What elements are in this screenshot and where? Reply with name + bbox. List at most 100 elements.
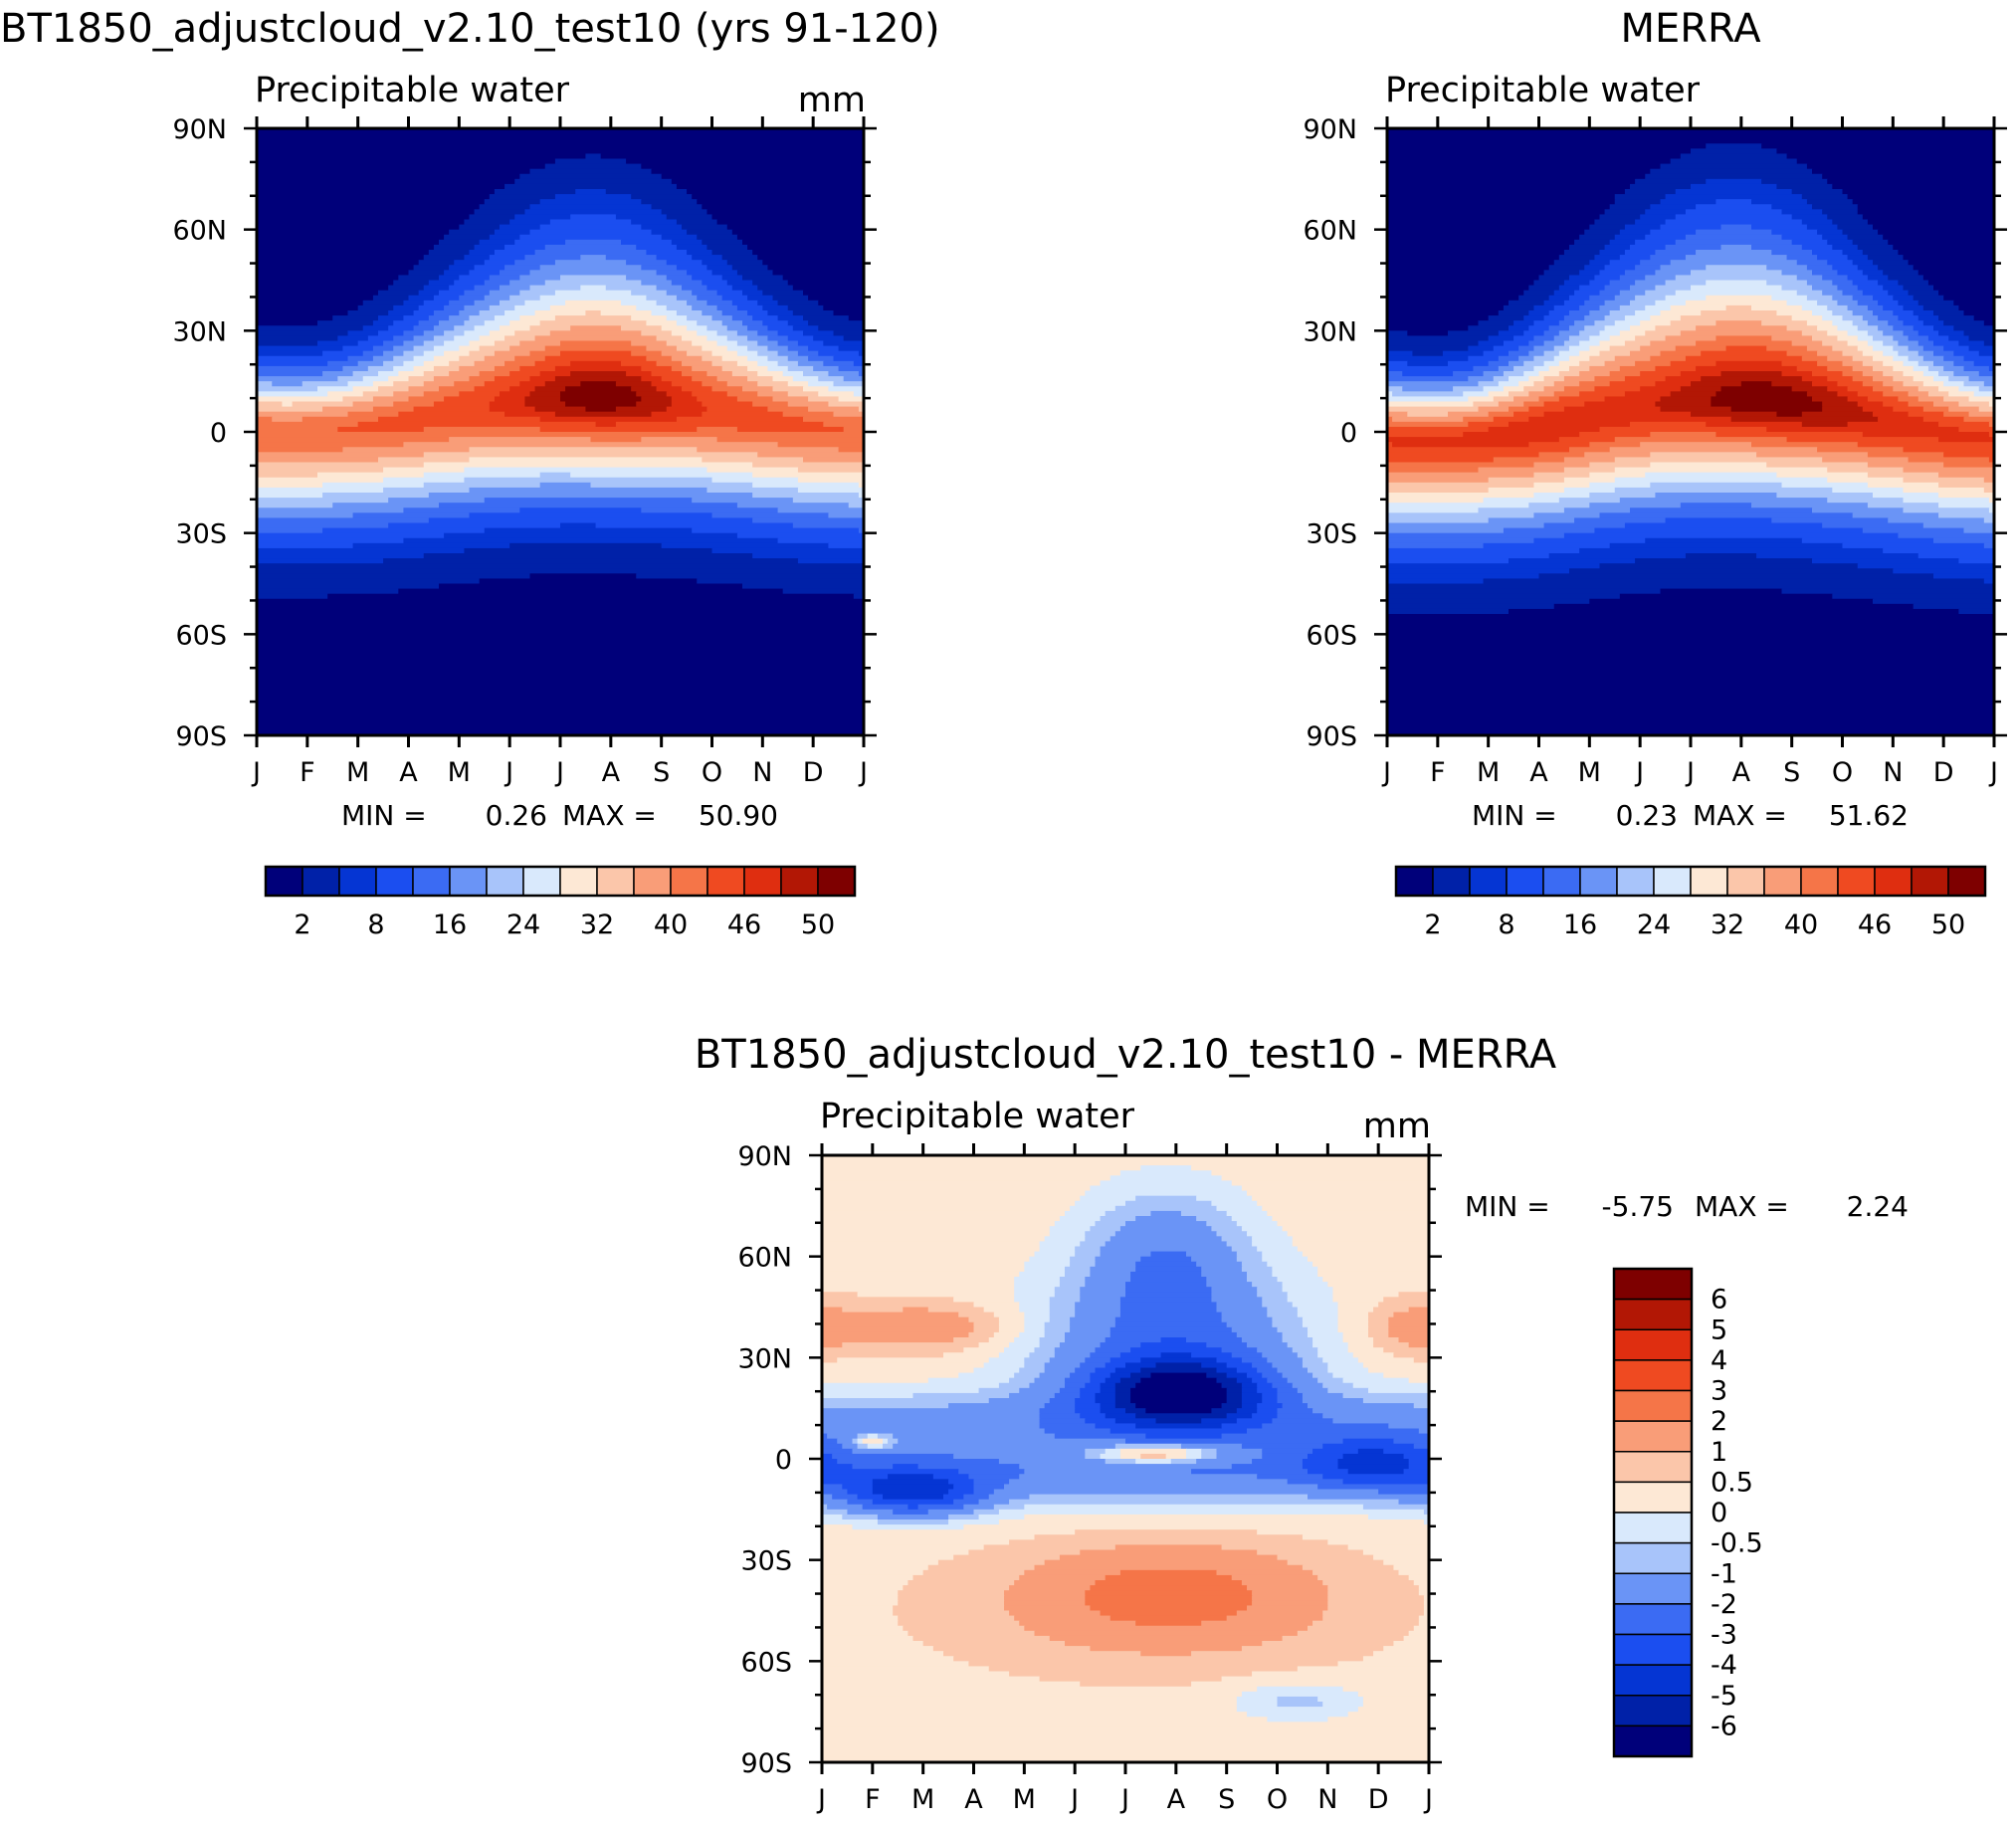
field-cell (822, 1297, 954, 1304)
field-cell (702, 239, 743, 246)
field-cell (656, 300, 688, 306)
field-cell (1337, 1317, 1369, 1323)
field-cell (1393, 1312, 1429, 1318)
field-cell (1468, 421, 1510, 428)
field-cell (1584, 300, 1606, 306)
field-cell (1387, 563, 1601, 570)
field-cell (853, 593, 864, 600)
field-cell (1468, 396, 1495, 403)
field-cell (736, 396, 774, 403)
field-cell (803, 290, 864, 297)
colorbar-swatch (1542, 866, 1581, 897)
field-cell (1241, 1226, 1284, 1233)
field-cell (1196, 1261, 1243, 1268)
field-cell (803, 371, 830, 377)
field-cell (1387, 194, 1616, 200)
field-cell (257, 365, 344, 372)
field-cell (257, 447, 344, 454)
field-cell (347, 411, 400, 418)
field-cell (1893, 244, 1994, 251)
field-cell (257, 350, 323, 357)
field-cell (1019, 1271, 1066, 1278)
field-cell (1257, 1287, 1284, 1294)
field-cell (1119, 1569, 1218, 1576)
field-cell (1478, 507, 1565, 514)
field-cell (1387, 527, 1505, 534)
field-cell (449, 300, 476, 306)
field-cell (1701, 350, 1788, 357)
field-cell (1044, 1403, 1076, 1409)
field-cell (676, 310, 704, 316)
field-cell (1943, 295, 1994, 302)
field-cell (1312, 1408, 1429, 1415)
field-cell (848, 315, 864, 321)
field-cell (1893, 386, 1919, 393)
field-cell (1387, 532, 1565, 539)
field-cell (1781, 360, 1818, 367)
field-cell (1080, 1681, 1192, 1688)
field-cell (524, 209, 663, 216)
field-cell (1105, 1337, 1162, 1343)
colorbar-swatch (743, 866, 782, 897)
field-cell (706, 244, 748, 251)
field-cell (1528, 310, 1550, 316)
field-cell (1332, 1297, 1385, 1304)
field-cell (1776, 148, 1994, 155)
field-cell (1619, 255, 1652, 261)
field-cell (898, 1615, 1015, 1622)
field-cell (1837, 325, 1859, 332)
field-cell (1095, 1221, 1126, 1227)
field-cell (777, 300, 820, 306)
field-cell (1498, 355, 1519, 362)
field-cell (767, 406, 809, 413)
field-cell (1917, 396, 1944, 403)
field-cell (772, 295, 809, 302)
field-cell (978, 1342, 1010, 1348)
field-cell (1771, 204, 1813, 211)
field-cell (1913, 310, 1934, 316)
field-cell (1983, 340, 1994, 347)
field-cell (554, 194, 632, 200)
field-cell (1908, 391, 1929, 398)
field-cell (1277, 1702, 1324, 1708)
field-cell (1004, 1595, 1087, 1602)
panel-obs-min-value: 0.23 (1616, 799, 1678, 832)
field-cell (1579, 285, 1606, 292)
field-cell (388, 325, 415, 332)
field-cell (1898, 315, 1919, 321)
field-cell (1019, 1464, 1233, 1470)
field-cell (1878, 265, 1915, 272)
field-cell (1201, 1266, 1243, 1273)
field-cell (822, 1610, 894, 1617)
field-cell (1039, 1372, 1071, 1379)
field-cell (1387, 345, 1470, 352)
field-cell (822, 1484, 844, 1491)
field-cell (1665, 244, 1722, 251)
panel-model-max-label: MAX = (562, 799, 657, 832)
field-cell (1614, 457, 1823, 464)
field-cell (711, 512, 830, 519)
field-cell (818, 300, 864, 306)
field-cell (1327, 1282, 1429, 1288)
field-cell (1418, 1620, 1429, 1627)
field-cell (494, 376, 531, 382)
field-cell (1125, 1408, 1147, 1415)
field-cell (1468, 355, 1500, 362)
field-cell (1943, 365, 1965, 372)
field-cell (1034, 1377, 1066, 1384)
field-cell (433, 325, 456, 332)
field-cell (692, 365, 723, 372)
field-cell (988, 1337, 1015, 1343)
colorbar-label: 0 (1711, 1498, 1727, 1528)
field-cell (454, 280, 486, 287)
field-cell (428, 315, 450, 321)
field-cell (1806, 224, 1839, 231)
field-cell (1231, 1574, 1318, 1581)
field-cell (1387, 153, 1682, 160)
field-cell (474, 300, 501, 306)
field-cell (1109, 1236, 1223, 1243)
field-cell (1287, 1342, 1313, 1348)
field-cell (697, 295, 723, 302)
field-cell (726, 391, 759, 398)
